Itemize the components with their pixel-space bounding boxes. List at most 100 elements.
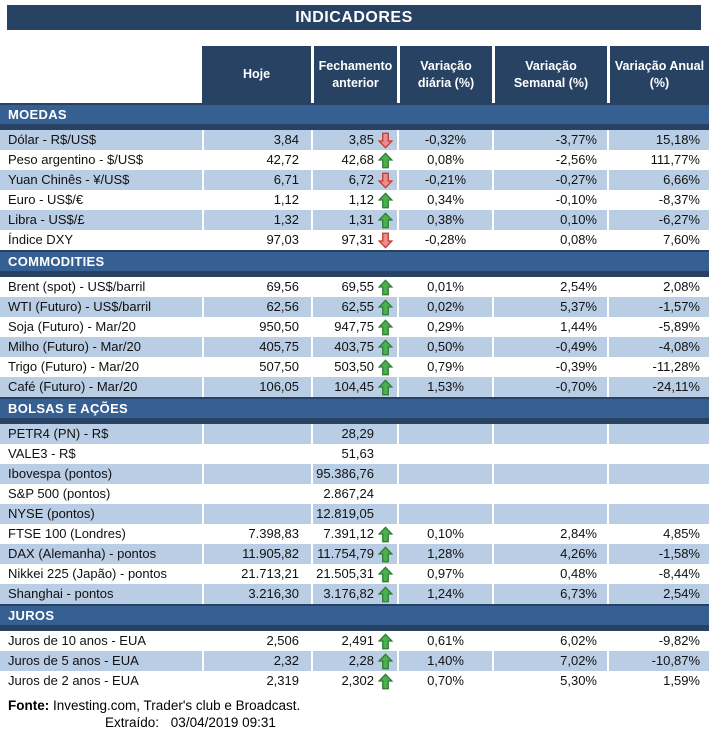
cell-hoje: 2,506	[202, 631, 311, 651]
up-arrow-icon	[374, 277, 397, 297]
cell-variacao-diaria: 1,40%	[397, 651, 492, 671]
cell-variacao-diaria: 0,10%	[397, 524, 492, 544]
cell-variacao-semanal: 6,02%	[492, 631, 607, 651]
section-title: MOEDAS	[0, 105, 709, 124]
cell-variacao-semanal: -0,27%	[492, 170, 607, 190]
up-arrow-icon	[374, 651, 397, 671]
cell-variacao-semanal: 5,37%	[492, 297, 607, 317]
cell-indicator-name: Nikkei 225 (Japão) - pontos	[8, 566, 167, 581]
cell-variacao-semanal	[492, 504, 607, 524]
cell-variacao-semanal: -0,70%	[492, 377, 607, 397]
cell-indicator-name: VALE3 - R$	[8, 446, 76, 461]
cell-indicator-name: Índice DXY	[8, 232, 74, 247]
cell-variacao-diaria: 0,02%	[397, 297, 492, 317]
cell-variacao-diaria: 1,28%	[397, 544, 492, 564]
cell-variacao-diaria	[397, 504, 492, 524]
table-row: Juros de 5 anos - EUA 2,32 2,28 1,40% 7,02% -…	[0, 651, 709, 671]
cell-fechamento-anterior: 95.386,76	[311, 464, 397, 484]
cell-variacao-semanal: 1,44%	[492, 317, 607, 337]
cell-variacao-anual: 4,85%	[607, 524, 709, 544]
cell-hoje: 21.713,21	[202, 564, 311, 584]
table-row: Índice DXY 97,03 97,31 -0,28% 0,08% 7,60%	[0, 230, 709, 250]
cell-variacao-semanal: 2,54%	[492, 277, 607, 297]
cell-indicator-name: Juros de 2 anos - EUA	[8, 673, 139, 688]
up-arrow-icon	[374, 357, 397, 377]
cell-variacao-anual: -6,27%	[607, 210, 709, 230]
table-row: DAX (Alemanha) - pontos 11.905,82 11.754,7…	[0, 544, 709, 564]
fechamento-value: 6,72	[348, 172, 374, 187]
section-title: BOLSAS E AÇÕES	[0, 399, 709, 418]
cell-fechamento-anterior: 104,45	[311, 377, 397, 397]
table-row: Trigo (Futuro) - Mar/20 507,50 503,50 0,79%…	[0, 357, 709, 377]
table-row: VALE3 - R$ 51,63	[0, 444, 709, 464]
column-header-fechamento: Fechamento anterior	[311, 46, 397, 103]
cell-indicator-name: Peso argentino - $/US$	[8, 152, 144, 167]
cell-hoje: 3.216,30	[202, 584, 311, 604]
cell-hoje: 2,319	[202, 671, 311, 691]
table-row: Shanghai - pontos 3.216,30 3.176,82 1,24% 6,…	[0, 584, 709, 604]
cell-hoje: 6,71	[202, 170, 311, 190]
up-arrow-icon	[374, 564, 397, 584]
up-arrow-icon	[374, 524, 397, 544]
cell-variacao-diaria: 0,70%	[397, 671, 492, 691]
cell-variacao-anual: -1,58%	[607, 544, 709, 564]
cell-hoje: 950,50	[202, 317, 311, 337]
cell-hoje: 106,05	[202, 377, 311, 397]
extracted-label: Extraído:	[105, 715, 160, 730]
cell-indicator-name: Café (Futuro) - Mar/20	[8, 379, 138, 394]
section-header-bar: JUROS	[0, 604, 709, 631]
section-header-bar: BOLSAS E AÇÕES	[0, 397, 709, 424]
cell-variacao-anual: -10,87%	[607, 651, 709, 671]
cell-indicator-name: Soja (Futuro) - Mar/20	[8, 319, 136, 334]
cell-variacao-anual	[607, 484, 709, 504]
arrow-slot-empty	[374, 424, 397, 444]
title-bar: INDICADORES	[7, 5, 701, 30]
cell-fechamento-anterior: 2,28	[311, 651, 397, 671]
cell-variacao-semanal: 5,30%	[492, 671, 607, 691]
cell-hoje	[202, 424, 311, 444]
cell-variacao-diaria: 0,38%	[397, 210, 492, 230]
up-arrow-icon	[374, 671, 397, 691]
table-row: PETR4 (PN) - R$ 28,29	[0, 424, 709, 444]
source-line: Fonte: Investing.com, Trader's club e Br…	[8, 697, 300, 714]
cell-indicator-name: S&P 500 (pontos)	[8, 486, 111, 501]
cell-variacao-diaria: -0,21%	[397, 170, 492, 190]
fechamento-value: 11.754,79	[317, 546, 374, 561]
up-arrow-icon	[374, 317, 397, 337]
cell-variacao-semanal: -3,77%	[492, 130, 607, 150]
cell-hoje: 7.398,83	[202, 524, 311, 544]
cell-variacao-semanal: 0,48%	[492, 564, 607, 584]
up-arrow-icon	[374, 544, 397, 564]
page-title: INDICADORES	[295, 8, 413, 26]
cell-variacao-diaria	[397, 484, 492, 504]
column-header-variacao-semanal: Variação Semanal (%)	[492, 46, 607, 103]
table-row: WTI (Futuro) - US$/barril 62,56 62,55 0,02%…	[0, 297, 709, 317]
cell-indicator-name: Trigo (Futuro) - Mar/20	[8, 359, 139, 374]
cell-indicator-name: Yuan Chinês - ¥/US$	[8, 172, 130, 187]
section-title: JUROS	[0, 606, 709, 625]
cell-hoje: 2,32	[202, 651, 311, 671]
cell-variacao-diaria	[397, 424, 492, 444]
cell-variacao-semanal: -0,49%	[492, 337, 607, 357]
source-label: Fonte:	[8, 698, 50, 713]
down-arrow-icon	[374, 170, 397, 190]
fechamento-value: 51,63	[341, 446, 374, 461]
cell-indicator-name: Ibovespa (pontos)	[8, 466, 113, 481]
cell-fechamento-anterior: 503,50	[311, 357, 397, 377]
cell-variacao-diaria: 0,50%	[397, 337, 492, 357]
cell-hoje: 62,56	[202, 297, 311, 317]
section-title: COMMODITIES	[0, 252, 709, 271]
cell-indicator-name: PETR4 (PN) - R$	[8, 426, 109, 441]
cell-indicator-name: Brent (spot) - US$/barril	[8, 279, 146, 294]
cell-variacao-anual: 1,59%	[607, 671, 709, 691]
cell-indicator-name: NYSE (pontos)	[8, 506, 95, 521]
table-row: Yuan Chinês - ¥/US$ 6,71 6,72 -0,21% -0,27% 6…	[0, 170, 709, 190]
cell-fechamento-anterior: 21.505,31	[311, 564, 397, 584]
cell-variacao-diaria: -0,28%	[397, 230, 492, 250]
cell-variacao-diaria: 1,53%	[397, 377, 492, 397]
cell-variacao-semanal	[492, 464, 607, 484]
table-row: Milho (Futuro) - Mar/20 405,75 403,75 0,50%…	[0, 337, 709, 357]
cell-fechamento-anterior: 69,55	[311, 277, 397, 297]
cell-indicator-name: Libra - US$/£	[8, 212, 85, 227]
